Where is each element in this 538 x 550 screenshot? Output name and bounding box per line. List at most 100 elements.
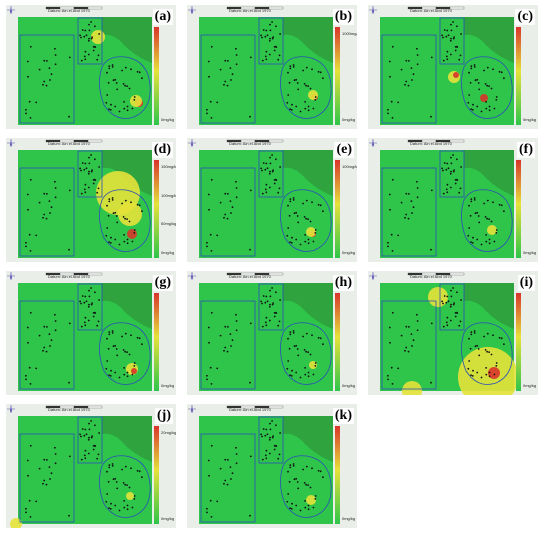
well-point bbox=[317, 203, 320, 206]
well-point bbox=[68, 248, 70, 251]
well-point bbox=[486, 66, 489, 69]
well-point bbox=[261, 325, 264, 328]
field-boundary bbox=[258, 150, 284, 198]
well-point bbox=[235, 462, 238, 465]
well-point bbox=[105, 234, 108, 237]
well-point bbox=[278, 320, 281, 323]
well-point bbox=[208, 208, 210, 211]
well-point bbox=[266, 433, 269, 436]
well-point bbox=[460, 166, 462, 168]
well-point bbox=[68, 189, 71, 192]
well-point bbox=[472, 369, 474, 372]
well-point bbox=[450, 162, 453, 165]
field-boundary bbox=[200, 300, 256, 390]
well-point bbox=[264, 168, 267, 171]
well-point bbox=[106, 470, 108, 473]
well-point bbox=[81, 162, 84, 164]
well-point bbox=[94, 291, 96, 294]
well-point bbox=[224, 346, 227, 349]
well-point bbox=[114, 211, 117, 214]
map-canvas bbox=[188, 139, 340, 258]
well-point bbox=[108, 65, 111, 67]
datum-label: Datum: Ain el Abd 1970 bbox=[410, 8, 452, 13]
well-point bbox=[121, 69, 123, 72]
well-point bbox=[123, 373, 126, 376]
well-point bbox=[262, 295, 265, 297]
well-point bbox=[83, 301, 86, 304]
well-point bbox=[207, 60, 210, 63]
well-point bbox=[121, 468, 123, 471]
well-point bbox=[235, 446, 237, 449]
well-point bbox=[272, 435, 274, 437]
well-point bbox=[410, 333, 413, 335]
well-point bbox=[207, 459, 210, 462]
well-point bbox=[111, 66, 114, 68]
well-point bbox=[108, 200, 111, 203]
well-point bbox=[503, 77, 505, 80]
well-point bbox=[38, 334, 41, 337]
well-point bbox=[390, 366, 393, 369]
well-point bbox=[397, 101, 400, 104]
legend-labels: 0mg/kg bbox=[337, 291, 357, 391]
well-point bbox=[68, 322, 71, 325]
well-point bbox=[45, 84, 48, 87]
well-point bbox=[391, 117, 394, 119]
panel-label: (b) bbox=[332, 9, 354, 25]
well-point bbox=[388, 193, 391, 196]
well-point bbox=[269, 295, 272, 298]
well-point bbox=[83, 55, 86, 58]
well-point bbox=[112, 212, 115, 215]
well-point bbox=[388, 326, 391, 329]
well-point bbox=[470, 333, 473, 336]
well-point bbox=[68, 115, 70, 118]
well-point bbox=[288, 347, 291, 350]
well-point bbox=[92, 448, 95, 451]
well-point bbox=[91, 435, 93, 437]
well-point bbox=[407, 217, 410, 220]
well-point bbox=[96, 457, 99, 460]
well-point bbox=[268, 39, 271, 42]
well-point bbox=[470, 200, 473, 203]
field-boundary bbox=[19, 300, 75, 390]
well-point bbox=[405, 80, 408, 83]
well-point bbox=[287, 227, 290, 229]
well-point bbox=[114, 504, 117, 507]
well-point bbox=[111, 197, 114, 199]
map-panel-i: Datum: Ain el Abd 1970 0mg/kg (i) bbox=[368, 271, 538, 395]
well-point bbox=[470, 331, 473, 333]
well-point bbox=[288, 480, 291, 483]
well-point bbox=[495, 99, 498, 101]
well-point bbox=[405, 59, 408, 62]
well-point bbox=[206, 112, 208, 115]
well-point bbox=[209, 366, 212, 369]
well-point bbox=[296, 215, 299, 217]
map-panel-k: Datum: Ain el Abd 1970 0mg/kg (k) bbox=[187, 404, 357, 528]
compass-icon bbox=[188, 139, 196, 147]
scale-bar bbox=[45, 139, 103, 143]
well-point bbox=[500, 337, 503, 340]
well-point bbox=[124, 332, 127, 335]
well-point bbox=[219, 201, 222, 204]
well-point bbox=[275, 424, 277, 427]
well-point bbox=[265, 191, 268, 194]
well-point bbox=[271, 37, 274, 40]
contamination-hotspot bbox=[428, 287, 448, 307]
well-point bbox=[292, 64, 295, 66]
color-legend-bar bbox=[154, 160, 159, 258]
well-point bbox=[493, 107, 496, 110]
field-boundary bbox=[280, 322, 332, 385]
well-point bbox=[111, 330, 114, 332]
well-point bbox=[443, 162, 446, 164]
well-point bbox=[295, 504, 298, 507]
well-point bbox=[141, 476, 143, 479]
well-point bbox=[405, 346, 408, 349]
well-point bbox=[210, 117, 213, 119]
contamination-hotspot bbox=[118, 202, 142, 226]
well-point bbox=[54, 196, 57, 199]
well-point bbox=[290, 242, 293, 244]
well-point bbox=[411, 345, 413, 347]
well-point bbox=[268, 53, 271, 56]
well-point bbox=[387, 378, 389, 381]
well-point bbox=[400, 68, 403, 71]
panel-label: (a) bbox=[152, 9, 173, 25]
